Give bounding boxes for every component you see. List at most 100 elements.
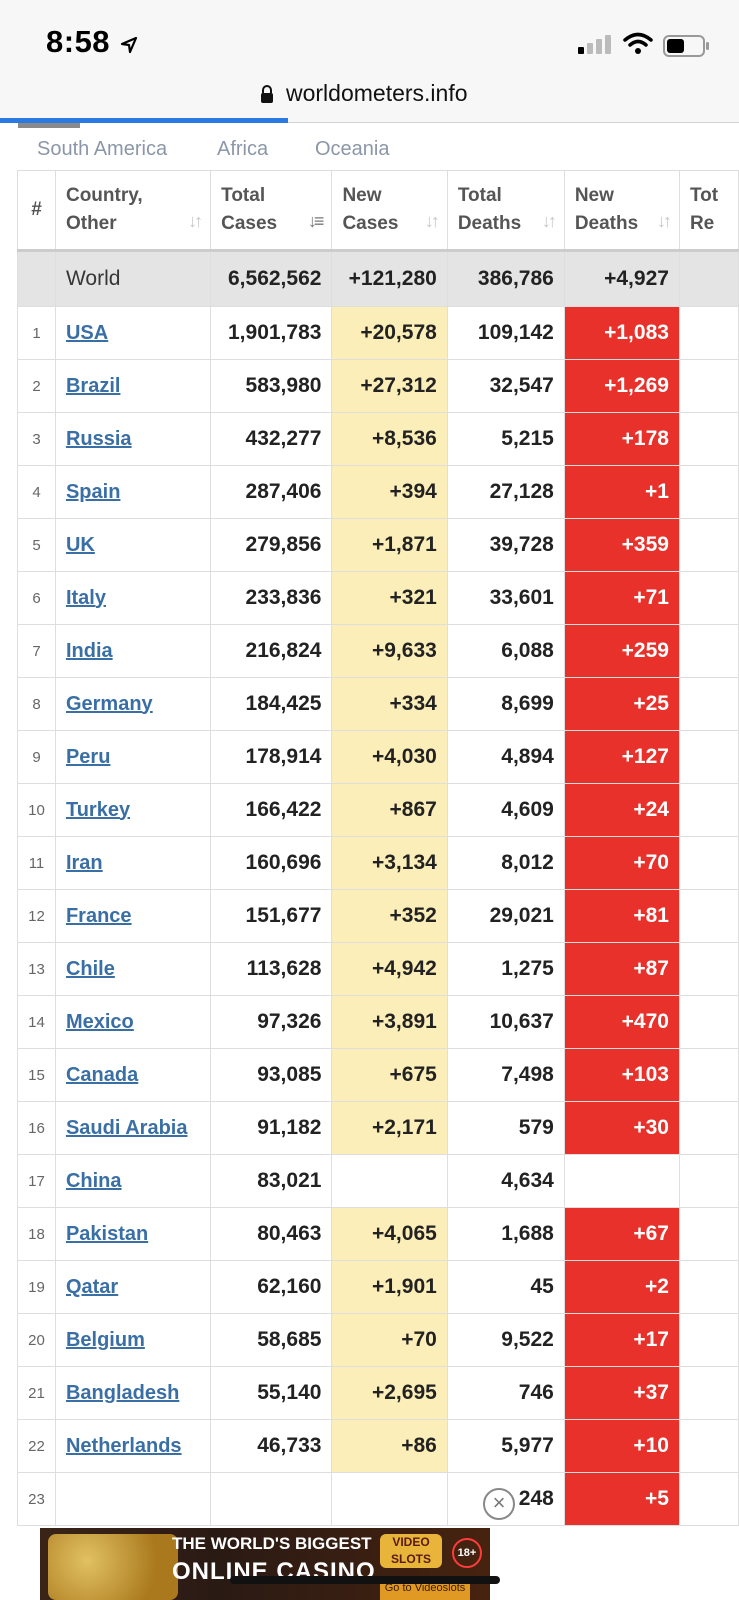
- country-cell: China: [54, 1154, 212, 1208]
- header-total-cases[interactable]: Total Cases ↓≡: [210, 170, 333, 252]
- total-cases-cell: 583,980: [210, 359, 333, 413]
- country-link[interactable]: Netherlands: [65, 1434, 182, 1457]
- tab-scroll-indicator: [18, 123, 80, 128]
- tab-africa[interactable]: Africa: [217, 138, 269, 160]
- total-deaths-cell: 8,012: [446, 836, 565, 890]
- total-deaths-cell: 45: [446, 1260, 565, 1314]
- total-cases-cell: 287,406: [210, 465, 333, 519]
- header-total-recovered[interactable]: Tot Re: [678, 170, 739, 252]
- country-link[interactable]: Brazil: [65, 374, 121, 397]
- rank-cell: 1: [17, 306, 56, 360]
- new-cases-cell: +1,871: [331, 518, 448, 572]
- rank-cell: 11: [17, 836, 56, 890]
- total-recovered-cell: [678, 783, 739, 837]
- new-deaths-cell: +81: [563, 889, 680, 943]
- country-link[interactable]: UK: [65, 533, 95, 556]
- table-row: 6 Italy 233,836 +321 33,601 +71: [17, 571, 739, 625]
- rank-cell: 3: [17, 412, 56, 466]
- world-total-recovered: [678, 250, 739, 307]
- home-indicator[interactable]: [230, 1576, 500, 1584]
- country-link[interactable]: USA: [65, 321, 109, 344]
- country-cell: Canada: [54, 1048, 212, 1102]
- header-total-deaths[interactable]: Total Deaths ↓↑: [446, 170, 565, 252]
- new-deaths-cell: +470: [563, 995, 680, 1049]
- header-new-cases[interactable]: New Cases ↓↑: [331, 170, 448, 252]
- country-cell: Bangladesh: [54, 1366, 212, 1420]
- header-new-deaths[interactable]: New Deaths ↓↑: [563, 170, 680, 252]
- country-link[interactable]: Chile: [65, 957, 115, 980]
- header-country[interactable]: Country, Other ↓↑: [54, 170, 212, 252]
- country-cell: Peru: [54, 730, 212, 784]
- sort-desc-icon[interactable]: ↓≡: [307, 211, 324, 231]
- country-link[interactable]: Mexico: [65, 1010, 134, 1033]
- total-cases-cell: 80,463: [210, 1207, 333, 1261]
- country-cell: Turkey: [54, 783, 212, 837]
- total-deaths-cell: 5,215: [446, 412, 565, 466]
- sort-icon[interactable]: ↓↑: [188, 211, 203, 231]
- world-new-deaths: +4,927: [563, 250, 680, 307]
- country-link[interactable]: Turkey: [65, 798, 131, 821]
- total-recovered-cell: [678, 359, 739, 413]
- new-cases-cell: +9,633: [331, 624, 448, 678]
- rank-cell: 6: [17, 571, 56, 625]
- country-link[interactable]: Peru: [65, 745, 111, 768]
- country-link[interactable]: Iran: [65, 851, 103, 874]
- country-link[interactable]: Canada: [65, 1063, 139, 1086]
- total-recovered-cell: [678, 624, 739, 678]
- rank-cell: 5: [17, 518, 56, 572]
- tab-south-america[interactable]: South America: [37, 138, 168, 160]
- country-cell: Spain: [54, 465, 212, 519]
- new-cases-cell: +4,065: [331, 1207, 448, 1261]
- new-deaths-cell: +178: [563, 412, 680, 466]
- rank-cell: 17: [17, 1154, 56, 1208]
- total-recovered-cell: [678, 677, 739, 731]
- total-cases-cell: 279,856: [210, 518, 333, 572]
- country-link[interactable]: Italy: [65, 586, 106, 609]
- country-link[interactable]: France: [65, 904, 132, 927]
- sort-icon[interactable]: ↓↑: [656, 211, 672, 231]
- ad-close-icon[interactable]: ×: [483, 1488, 515, 1520]
- new-deaths-cell: +70: [563, 836, 680, 890]
- total-cases-cell: 93,085: [210, 1048, 333, 1102]
- country-link[interactable]: Qatar: [65, 1275, 119, 1298]
- total-deaths-cell: 29,021: [446, 889, 565, 943]
- country-cell: India: [54, 624, 212, 678]
- header-rank: #: [17, 170, 56, 252]
- rank-cell: 18: [17, 1207, 56, 1261]
- sort-icon[interactable]: ↓↑: [424, 211, 440, 231]
- country-cell: France: [54, 889, 212, 943]
- rank-cell: 22: [17, 1419, 56, 1473]
- tab-oceania[interactable]: Oceania: [315, 138, 390, 160]
- table-row: 2 Brazil 583,980 +27,312 32,547 +1,269: [17, 359, 739, 413]
- total-recovered-cell: [678, 465, 739, 519]
- address-bar[interactable]: worldometers.info: [0, 80, 739, 122]
- rank-cell: 16: [17, 1101, 56, 1155]
- table-row: 16 Saudi Arabia 91,182 +2,171 579 +30: [17, 1101, 739, 1155]
- country-link[interactable]: Belgium: [65, 1328, 145, 1351]
- covid-table: # Country, Other ↓↑ Total Cases ↓≡ New Cas…: [17, 170, 739, 1526]
- country-link[interactable]: Germany: [65, 692, 153, 715]
- total-cases-cell: 166,422: [210, 783, 333, 837]
- country-link[interactable]: Saudi Arabia: [65, 1116, 188, 1139]
- new-deaths-cell: +127: [563, 730, 680, 784]
- status-bar: 8:58: [0, 0, 739, 80]
- country-link[interactable]: China: [65, 1169, 122, 1192]
- new-deaths-cell: +30: [563, 1101, 680, 1155]
- ad-banner[interactable]: THE WORLD'S BIGGEST ONLINE CASINO VIDEO …: [40, 1528, 490, 1600]
- wifi-icon: [623, 32, 653, 59]
- sort-icon[interactable]: ↓↑: [541, 211, 557, 231]
- country-link[interactable]: Russia: [65, 427, 132, 450]
- rank-cell: 8: [17, 677, 56, 731]
- new-deaths-cell: +25: [563, 677, 680, 731]
- country-link[interactable]: Pakistan: [65, 1222, 149, 1245]
- country-link[interactable]: Spain: [65, 480, 121, 503]
- new-deaths-cell: +359: [563, 518, 680, 572]
- total-recovered-cell: [678, 306, 739, 360]
- country-link[interactable]: India: [65, 639, 113, 662]
- total-cases-cell: [210, 1472, 333, 1526]
- total-cases-cell: 55,140: [210, 1366, 333, 1420]
- country-link[interactable]: Bangladesh: [65, 1381, 180, 1404]
- total-deaths-cell: 4,634: [446, 1154, 565, 1208]
- total-deaths-cell: 8,699: [446, 677, 565, 731]
- new-deaths-cell: +5: [563, 1472, 680, 1526]
